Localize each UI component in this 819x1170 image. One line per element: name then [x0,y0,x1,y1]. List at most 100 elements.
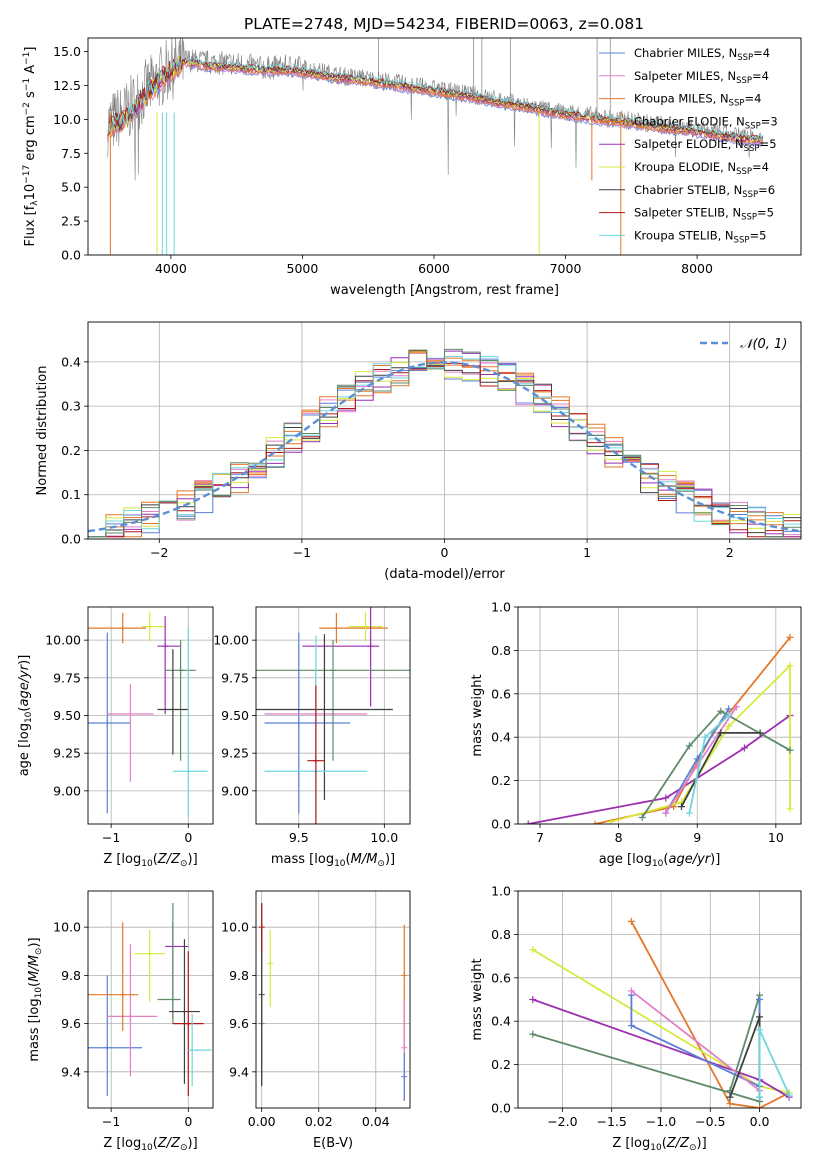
legend-label: Chabrier ELODIE, NSSP=3 [634,114,778,131]
series-marker [726,1100,734,1108]
y-axis-label: mass [log10(M/M⊙)] [27,937,44,1061]
data-point [146,950,153,957]
x-axis-label-part: ⊙ [180,1143,188,1153]
series-marker [685,809,693,817]
series-marker [733,703,741,711]
y-axis-label-part: −17 [22,165,32,184]
series-marker [785,1091,793,1099]
y-axis-label-part: A [23,65,38,78]
axes-frame [87,890,214,1109]
series-marker [740,744,748,752]
x-axis-label-part: 10 [650,1143,662,1153]
x-tick-label: 9.5 [289,830,309,845]
series-marker [756,1104,764,1108]
series-marker [693,755,701,763]
series-marker [678,803,686,811]
x-tick-label: 9 [693,830,701,845]
legend-label-sub: SSP [744,144,760,154]
y-tick-label: 15.0 [53,44,81,59]
legend-label-sub: SSP [736,167,752,177]
x-tick-label: −0.5 [695,1114,725,1129]
figure-title: PLATE=2748, MJD=54234, FIBERID=0063, z=0… [244,15,644,33]
y-tick-label: 9.4 [229,1064,249,1079]
legend-label-sub: SSP [736,76,752,86]
x-tick-label: 8000 [681,261,713,276]
x-axis-label-part: )] [697,1136,707,1151]
y-tick-label: 0.4 [491,1014,511,1029]
y-tick-label: 0.6 [491,686,511,701]
x-axis-label-part: age [log [599,852,652,867]
x-tick-label: −1 [102,830,120,845]
y-tick-label: 0.2 [491,773,511,788]
legend-label-tail: =4 [753,46,770,60]
legend-label: Kroupa STELIB, NSSP=5 [634,228,766,245]
x-axis-label-part: ⊙ [180,859,188,869]
x-axis-label-part: ( [662,1136,667,1151]
legend-label-tail: =6 [758,183,775,197]
series-marker [627,917,635,925]
series-marker [627,987,635,995]
spectrum-lines [107,38,764,255]
legend-label-sub: SSP [742,190,758,200]
data-point [181,1008,188,1015]
series-marker [725,712,733,719]
data-point [185,768,192,775]
errorbars [258,903,408,1101]
legend-label: Salpeter ELODIE, NSSP=5 [634,137,777,154]
legend-label-main: Salpeter STELIB, N [634,206,741,220]
legend-label-main: Salpeter ELODIE, N [634,137,744,151]
histograms [88,348,801,538]
model-spectrum-line [107,56,764,140]
y-axis-label-part: mass weight [470,674,485,756]
legend-label-main: Chabrier ELODIE, N [634,114,745,128]
legend-label-main: Kroupa STELIB, N [634,228,734,242]
x-axis-label-part: Z [log [103,852,141,867]
axes-mass_vs_Z: −1 09.49.69.810.0Z [log10(Z/Z⊙)]mass [log… [27,890,214,1153]
x-tick-label: 6000 [418,261,450,276]
series-marker [529,1030,537,1038]
x-axis-label-part: age/yr [668,852,711,867]
series-marker [786,633,794,641]
x-tick-label: 7 [536,830,544,845]
y-axis-label-part: M/M [27,955,42,982]
legend-label: Salpeter STELIB, NSSP=5 [634,206,774,223]
series-marker [701,733,709,741]
legend-label-main: Chabrier MILES, N [634,46,737,60]
y-axis-label-part: Flux [f [23,205,38,246]
legend-label-tail: =4 [752,160,769,174]
axes-mass_vs_ebv: 0.00 0.02 0.04 9.4 9.6 9.8 10.0 E(B-V) [221,890,411,1151]
x-tick-label: 0 [441,545,449,560]
x-axis-label-part: Z [log [612,1136,650,1151]
y-axis-label-part: erg cm [23,115,38,164]
y-axis-label: Normed distribution [35,366,50,496]
x-tick-label: −1 [102,1114,120,1129]
legend-label: Kroupa MILES, NSSP=4 [634,92,761,109]
y-axis-label-part: ( [27,982,42,987]
legend-label-main: Salpeter MILES, N [634,69,736,83]
y-tick-label: 5.0 [61,180,81,195]
axes-frame [87,37,802,256]
legend-label-main: Kroupa ELODIE, N [634,160,736,174]
x-axis-label-part: ( [153,1136,158,1151]
x-axis-label-part: Z/Z [157,852,181,867]
y-axis-label-part: )] [17,655,32,665]
x-axis-label-part: 10 [334,859,346,869]
x-axis-label-part: Z/Z [666,1136,690,1151]
x-axis-label-part: )] [385,852,395,867]
y-axis-label-part: 10 [34,987,44,999]
y-axis-label-part: mass weight [470,958,485,1040]
x-tick-label: 1 [583,545,591,560]
x-axis-label: age [log10(age/yr)] [599,852,721,869]
y-axis-label-part: ( [17,707,32,712]
y-axis-label-part: s [23,91,38,102]
y-tick-label: 10.00 [213,633,249,648]
x-tick-label: 0.04 [362,1114,390,1129]
y-tick-label: 9.00 [221,783,249,798]
errorbars [256,607,410,824]
y-tick-label: 12.5 [53,78,81,93]
y-tick-label: 0.3 [61,399,81,414]
x-axis-label-part: (data-model)/error [384,567,505,582]
series-marker [786,662,794,670]
